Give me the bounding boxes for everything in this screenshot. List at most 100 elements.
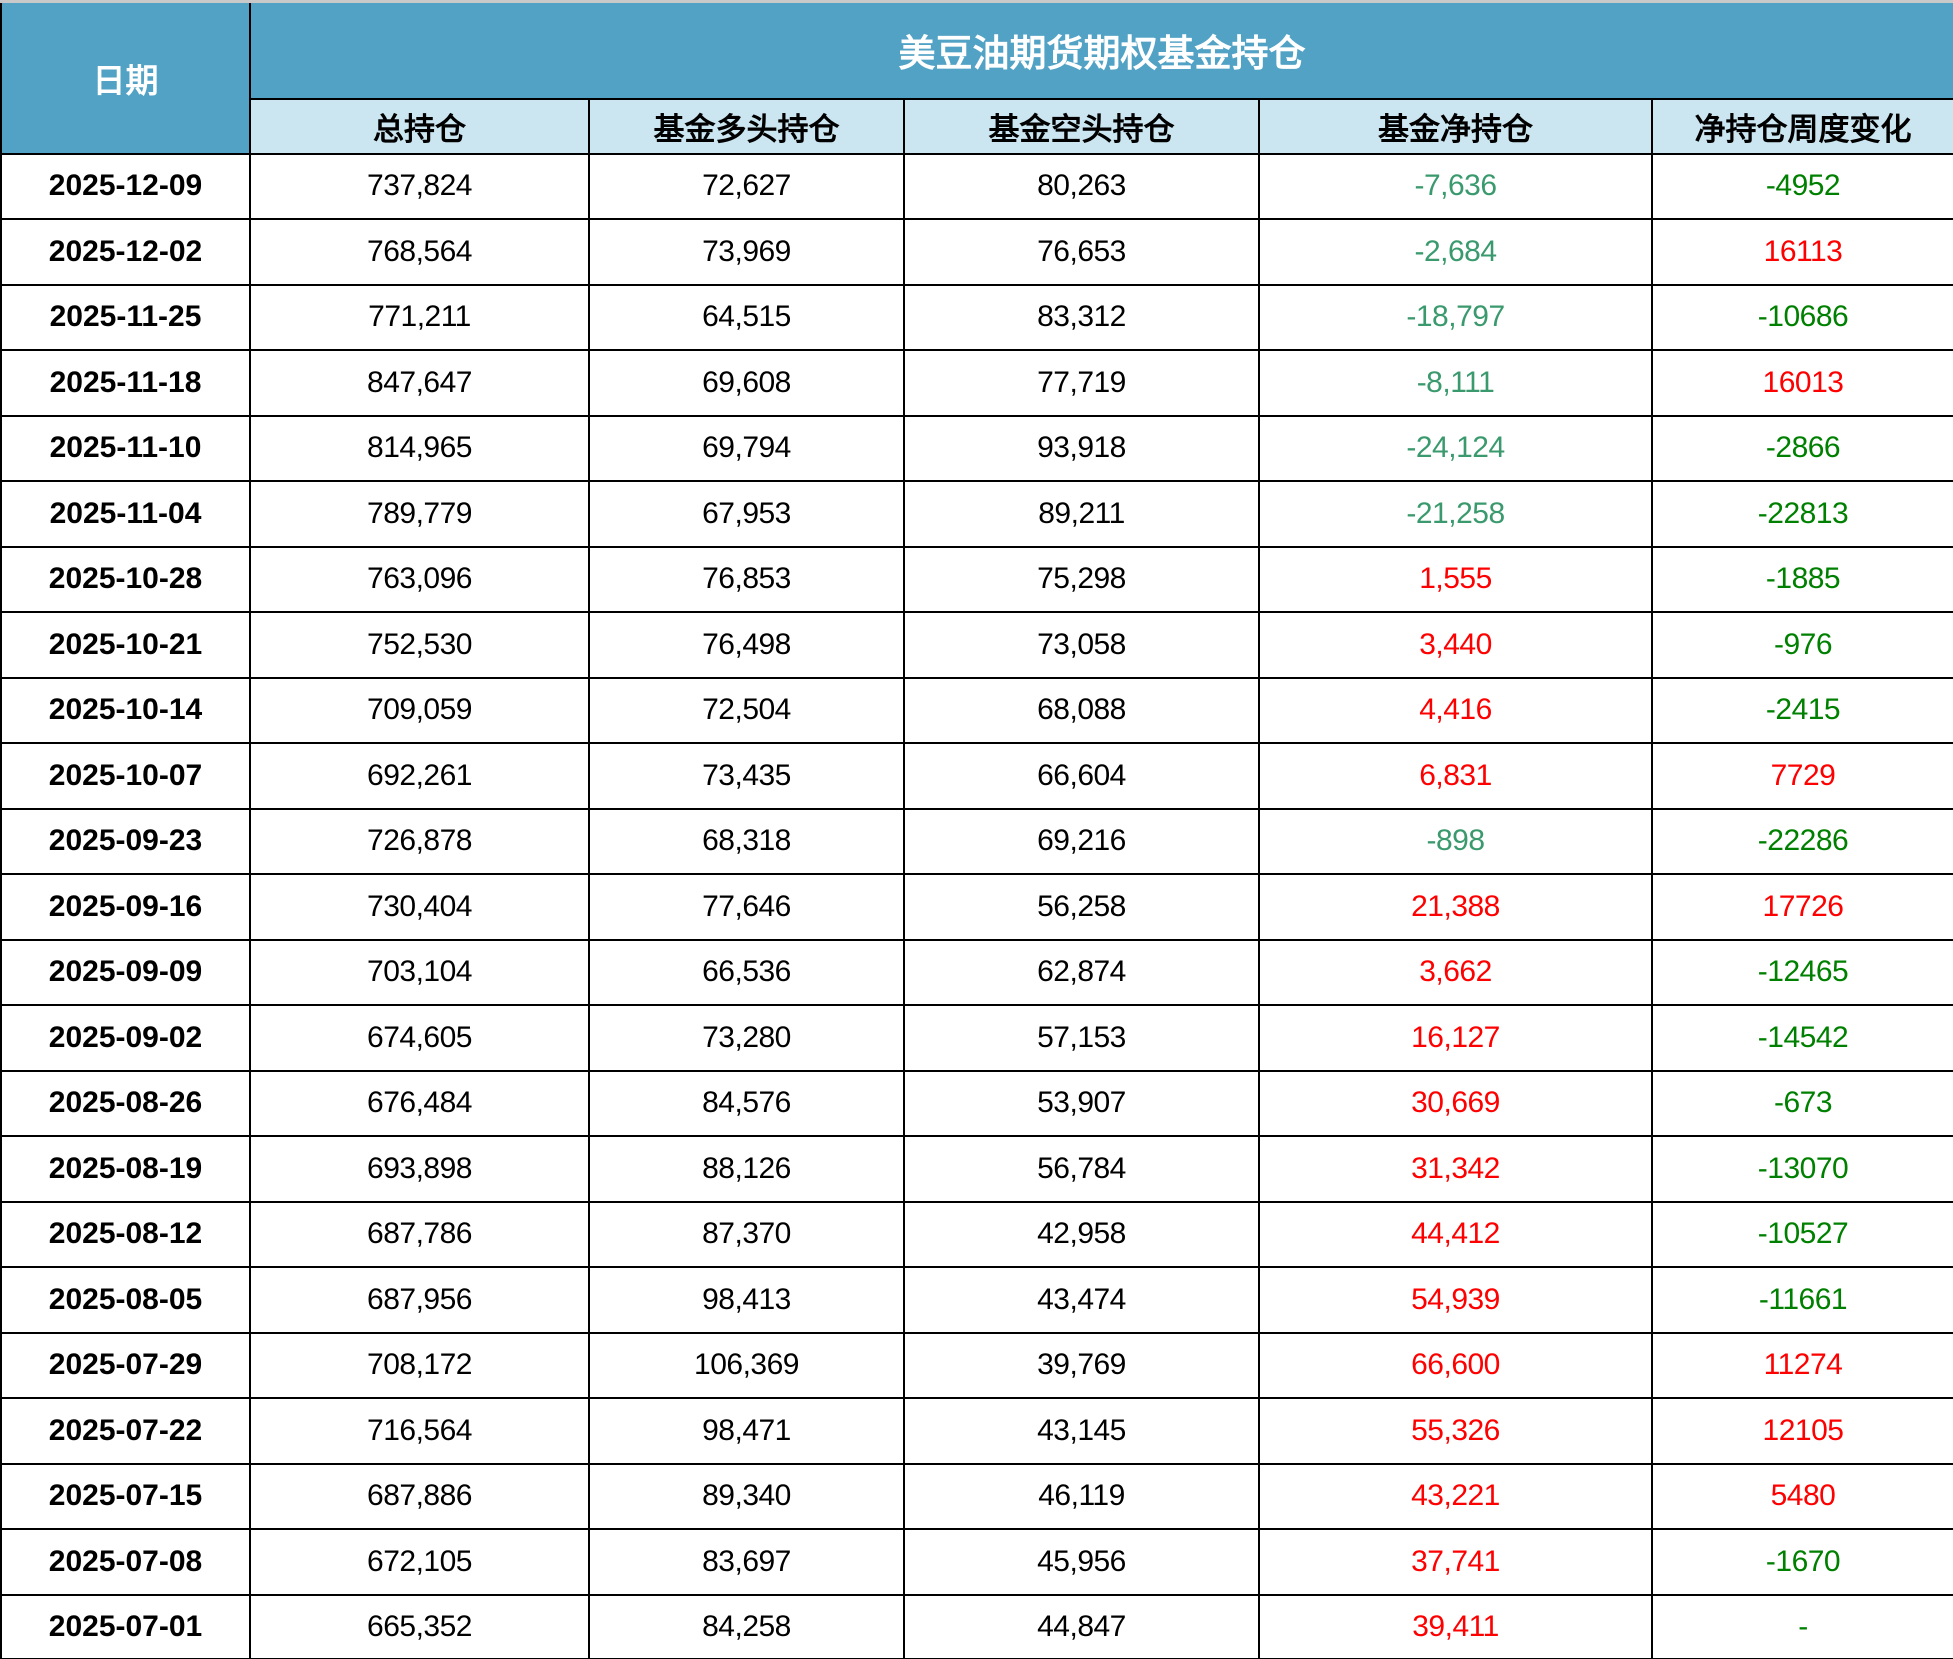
table-row: 2025-09-09 703,104 66,536 62,874 3,662 -… xyxy=(0,938,1953,1006)
fund-net-cell: 30,669 xyxy=(1258,1069,1653,1137)
fund-net-cell: -2,684 xyxy=(1258,218,1653,286)
fund-short-cell: 77,719 xyxy=(903,349,1260,417)
date-cell: 2025-09-02 xyxy=(0,1004,251,1072)
weekly-change-cell: -12465 xyxy=(1650,938,1953,1006)
fund-long-cell: 98,413 xyxy=(588,1266,905,1334)
column-header-total-oi: 总持仓 xyxy=(249,97,590,155)
fund-long-cell: 84,258 xyxy=(588,1593,905,1659)
date-cell: 2025-12-09 xyxy=(0,152,251,220)
total-oi-cell: 703,104 xyxy=(249,938,590,1006)
date-cell: 2025-07-08 xyxy=(0,1528,251,1596)
fund-net-cell: 31,342 xyxy=(1258,1135,1653,1203)
date-cell: 2025-10-07 xyxy=(0,742,251,810)
fund-long-cell: 69,608 xyxy=(588,349,905,417)
date-cell: 2025-09-09 xyxy=(0,938,251,1006)
fund-net-cell: 66,600 xyxy=(1258,1331,1653,1399)
table-row: 2025-08-26 676,484 84,576 53,907 30,669 … xyxy=(0,1069,1953,1137)
date-cell: 2025-08-12 xyxy=(0,1200,251,1268)
weekly-change-cell: - xyxy=(1650,1593,1953,1659)
fund-net-cell: 43,221 xyxy=(1258,1462,1653,1530)
main-header-row: 日期 美豆油期货期权基金持仓 xyxy=(0,1,1953,155)
total-oi-cell: 752,530 xyxy=(249,611,590,679)
fund-long-cell: 77,646 xyxy=(588,873,905,941)
table-body: 2025-12-09 737,824 72,627 80,263 -7,636 … xyxy=(0,152,1953,1659)
total-oi-cell: 763,096 xyxy=(249,545,590,613)
fund-long-cell: 73,280 xyxy=(588,1004,905,1072)
weekly-change-cell: -2415 xyxy=(1650,676,1953,744)
fund-long-cell: 72,504 xyxy=(588,676,905,744)
fund-long-cell: 84,576 xyxy=(588,1069,905,1137)
column-header-weekly-change: 净持仓周度变化 xyxy=(1650,97,1953,155)
fund-net-cell: 21,388 xyxy=(1258,873,1653,941)
fund-short-cell: 45,956 xyxy=(903,1528,1260,1596)
table-row: 2025-07-01 665,352 84,258 44,847 39,411 … xyxy=(0,1593,1953,1659)
table-row: 2025-11-18 847,647 69,608 77,719 -8,111 … xyxy=(0,349,1953,417)
date-cell: 2025-11-25 xyxy=(0,283,251,351)
weekly-change-cell: 12105 xyxy=(1650,1397,1953,1465)
fund-net-cell: 16,127 xyxy=(1258,1004,1653,1072)
table-row: 2025-11-10 814,965 69,794 93,918 -24,124… xyxy=(0,414,1953,482)
weekly-change-cell: 5480 xyxy=(1650,1462,1953,1530)
weekly-change-cell: 16013 xyxy=(1650,349,1953,417)
table-row: 2025-08-19 693,898 88,126 56,784 31,342 … xyxy=(0,1135,1953,1203)
table-row: 2025-09-23 726,878 68,318 69,216 -898 -2… xyxy=(0,807,1953,875)
date-cell: 2025-07-22 xyxy=(0,1397,251,1465)
table-row: 2025-10-14 709,059 72,504 68,088 4,416 -… xyxy=(0,676,1953,744)
column-header-fund-long: 基金多头持仓 xyxy=(588,97,905,155)
date-cell: 2025-11-04 xyxy=(0,480,251,548)
total-oi-cell: 687,786 xyxy=(249,1200,590,1268)
fund-long-cell: 76,853 xyxy=(588,545,905,613)
date-cell: 2025-10-28 xyxy=(0,545,251,613)
fund-long-cell: 73,435 xyxy=(588,742,905,810)
fund-short-cell: 93,918 xyxy=(903,414,1260,482)
fund-short-cell: 80,263 xyxy=(903,152,1260,220)
group-header-title: 美豆油期货期权基金持仓 xyxy=(248,1,1953,100)
total-oi-cell: 693,898 xyxy=(249,1135,590,1203)
fund-long-cell: 67,953 xyxy=(588,480,905,548)
fund-net-cell: 55,326 xyxy=(1258,1397,1653,1465)
table-row: 2025-11-04 789,779 67,953 89,211 -21,258… xyxy=(0,480,1953,548)
fund-long-cell: 66,536 xyxy=(588,938,905,1006)
column-header-fund-short: 基金空头持仓 xyxy=(903,97,1260,155)
fund-short-cell: 83,312 xyxy=(903,283,1260,351)
total-oi-cell: 737,824 xyxy=(249,152,590,220)
table-header: 日期 美豆油期货期权基金持仓 总持仓 基金多头持仓 基金空头持仓 基金净持仓 净… xyxy=(0,1,1953,155)
fund-long-cell: 76,498 xyxy=(588,611,905,679)
fund-short-cell: 66,604 xyxy=(903,742,1260,810)
table-row: 2025-09-02 674,605 73,280 57,153 16,127 … xyxy=(0,1004,1953,1072)
date-cell: 2025-09-23 xyxy=(0,807,251,875)
weekly-change-cell: -13070 xyxy=(1650,1135,1953,1203)
table-row: 2025-08-05 687,956 98,413 43,474 54,939 … xyxy=(0,1266,1953,1334)
table-row: 2025-12-02 768,564 73,969 76,653 -2,684 … xyxy=(0,218,1953,286)
date-cell: 2025-08-05 xyxy=(0,1266,251,1334)
total-oi-cell: 771,211 xyxy=(249,283,590,351)
total-oi-cell: 708,172 xyxy=(249,1331,590,1399)
total-oi-cell: 672,105 xyxy=(249,1528,590,1596)
table-row: 2025-10-21 752,530 76,498 73,058 3,440 -… xyxy=(0,611,1953,679)
weekly-change-cell: -10686 xyxy=(1650,283,1953,351)
date-cell: 2025-10-21 xyxy=(0,611,251,679)
table-row: 2025-11-25 771,211 64,515 83,312 -18,797… xyxy=(0,283,1953,351)
fund-long-cell: 106,369 xyxy=(588,1331,905,1399)
weekly-change-cell: -2866 xyxy=(1650,414,1953,482)
date-cell: 2025-10-14 xyxy=(0,676,251,744)
date-cell: 2025-09-16 xyxy=(0,873,251,941)
weekly-change-cell: -22813 xyxy=(1650,480,1953,548)
fund-short-cell: 76,653 xyxy=(903,218,1260,286)
fund-net-cell: -24,124 xyxy=(1258,414,1653,482)
weekly-change-cell: 17726 xyxy=(1650,873,1953,941)
fund-net-cell: 4,416 xyxy=(1258,676,1653,744)
fund-net-cell: 39,411 xyxy=(1258,1593,1653,1659)
total-oi-cell: 847,647 xyxy=(249,349,590,417)
weekly-change-cell: -22286 xyxy=(1650,807,1953,875)
table-row: 2025-09-16 730,404 77,646 56,258 21,388 … xyxy=(0,873,1953,941)
total-oi-cell: 726,878 xyxy=(249,807,590,875)
weekly-change-cell: 11274 xyxy=(1650,1331,1953,1399)
fund-long-cell: 88,126 xyxy=(588,1135,905,1203)
date-column-header: 日期 xyxy=(0,1,251,155)
fund-short-cell: 68,088 xyxy=(903,676,1260,744)
table-row: 2025-10-28 763,096 76,853 75,298 1,555 -… xyxy=(0,545,1953,613)
total-oi-cell: 676,484 xyxy=(249,1069,590,1137)
fund-short-cell: 43,145 xyxy=(903,1397,1260,1465)
table-row: 2025-07-29 708,172 106,369 39,769 66,600… xyxy=(0,1331,1953,1399)
